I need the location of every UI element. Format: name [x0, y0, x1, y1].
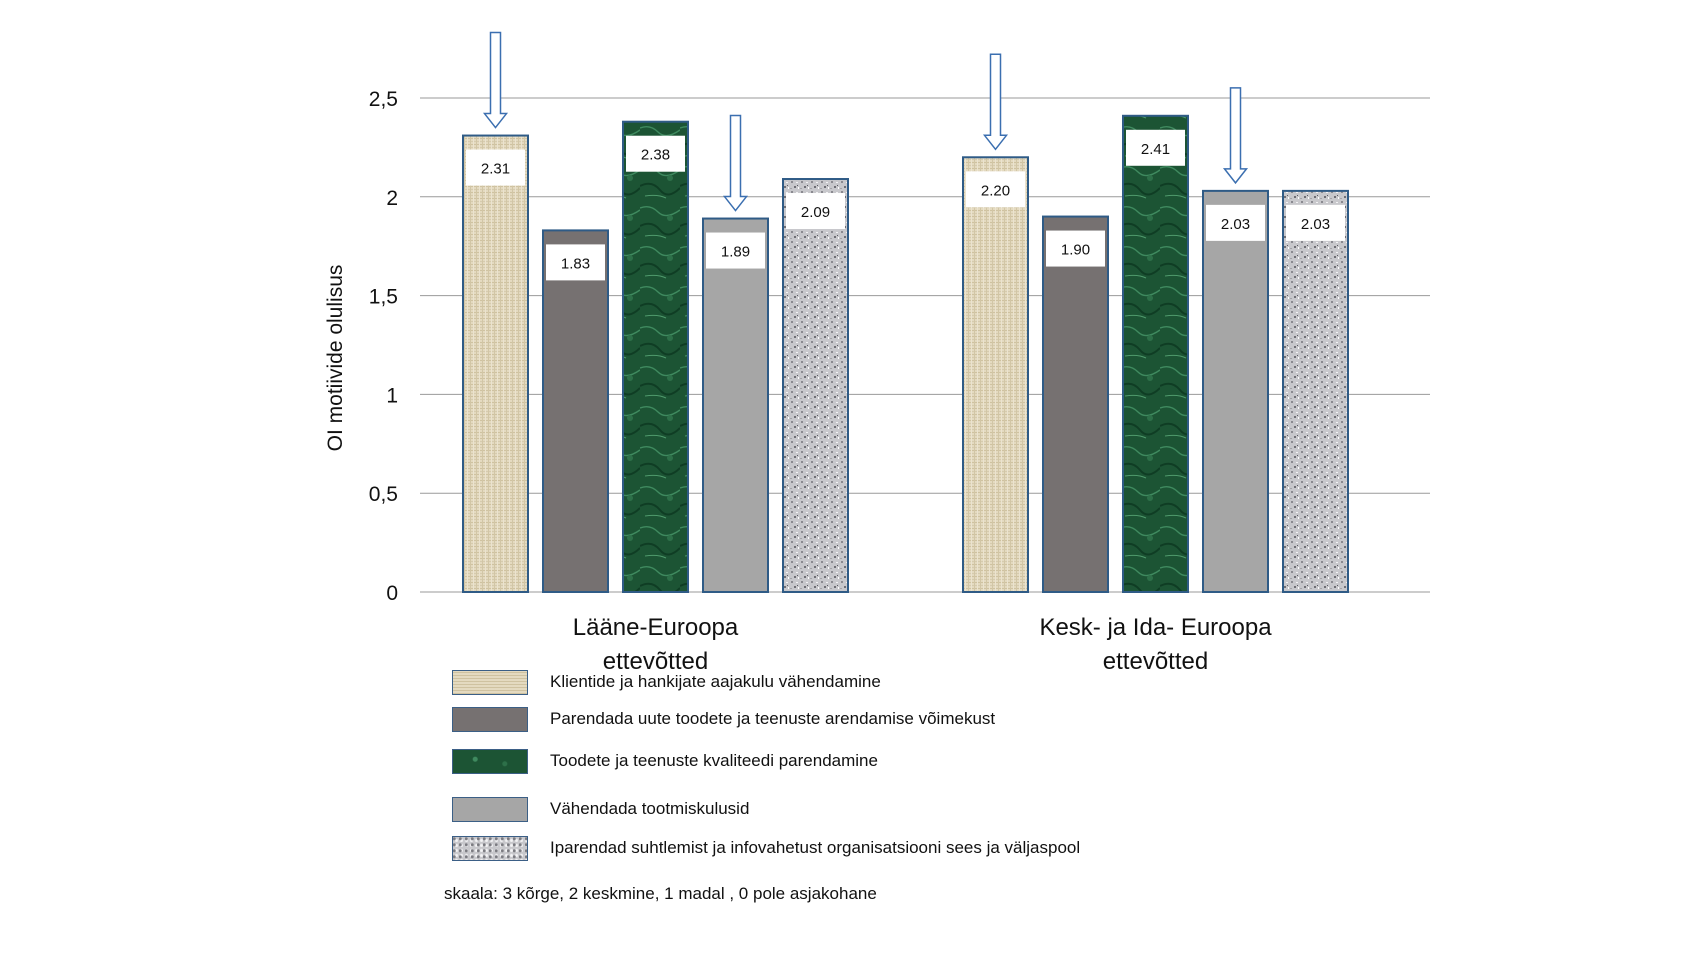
highlight-arrow: [982, 53, 1009, 151]
data-label: 1.90: [1061, 242, 1090, 259]
bar: [1282, 189, 1349, 593]
data-label: 1.89: [721, 244, 750, 261]
bar: [782, 178, 849, 594]
legend-swatch: [452, 835, 528, 861]
highlight-arrow: [1222, 87, 1249, 185]
data-label: 1.83: [561, 255, 590, 272]
bar: [702, 217, 769, 593]
bar: [462, 134, 529, 593]
legend-swatch: [452, 796, 528, 822]
data-label: 2.41: [1141, 141, 1170, 158]
legend-swatch: [452, 669, 528, 695]
legend-label: Klientide ja hankijate aajakulu vähendam…: [550, 672, 881, 691]
y-tick-label: 2,5: [369, 88, 398, 111]
data-label-box: [466, 149, 525, 186]
bar: [962, 156, 1029, 593]
data-label-box: [1046, 230, 1105, 267]
data-label-box: [1286, 204, 1345, 241]
group-label: ettevõtted: [603, 648, 708, 675]
group-label: ettevõtted: [1103, 648, 1208, 675]
data-label: 2.09: [801, 204, 830, 221]
group-label: Kesk- ja Ida- Euroopa: [1039, 614, 1272, 641]
y-axis-title: OI motiivide olulisus: [324, 265, 347, 452]
highlight-arrow: [722, 114, 749, 212]
y-tick-label: 0: [386, 582, 398, 605]
legend-label: Iparendad suhtlemist ja infovahetust org…: [550, 838, 1081, 857]
group-label: Lääne-Euroopa: [573, 614, 739, 641]
data-label-box: [1126, 129, 1185, 166]
bar: [1122, 114, 1189, 593]
legend-swatch: [452, 748, 528, 774]
data-label-box: [706, 232, 765, 269]
legend-item: Vähendada tootmiskulusid: [452, 795, 749, 823]
data-label-box: [1206, 204, 1265, 241]
data-label: 2.31: [481, 161, 510, 178]
data-label-box: [966, 171, 1025, 208]
bar: [1202, 189, 1269, 593]
legend-item: Parendada uute toodete ja teenuste arend…: [452, 705, 995, 733]
highlight-arrow: [482, 31, 509, 129]
legend-item: Iparendad suhtlemist ja infovahetust org…: [452, 834, 1080, 862]
bar: [1042, 215, 1109, 593]
scale-note: skaala: 3 kõrge, 2 keskmine, 1 madal , 0…: [444, 884, 877, 903]
legend-label: Parendada uute toodete ja teenuste arend…: [550, 709, 996, 728]
data-label: 2.38: [641, 147, 670, 164]
data-label: 2.20: [981, 182, 1010, 199]
legend-label: Vähendada tootmiskulusid: [550, 799, 750, 818]
y-tick-label: 1: [386, 384, 398, 407]
legend-swatch: [452, 706, 528, 732]
y-tick-label: 1,5: [369, 286, 398, 309]
y-tick-label: 0,5: [369, 483, 398, 506]
data-label-box: [626, 135, 685, 172]
data-label-box: [546, 244, 605, 281]
data-label-box: [786, 193, 845, 230]
legend-item: Toodete ja teenuste kvaliteedi parendami…: [452, 747, 878, 775]
y-tick-label: 2: [386, 187, 398, 210]
data-label: 2.03: [1221, 216, 1250, 233]
data-label: 2.03: [1301, 216, 1330, 233]
legend-label: Toodete ja teenuste kvaliteedi parendami…: [550, 751, 878, 770]
bar: [622, 120, 689, 593]
legend-item: Klientide ja hankijate aajakulu vähendam…: [452, 668, 881, 696]
bar: [542, 229, 609, 593]
